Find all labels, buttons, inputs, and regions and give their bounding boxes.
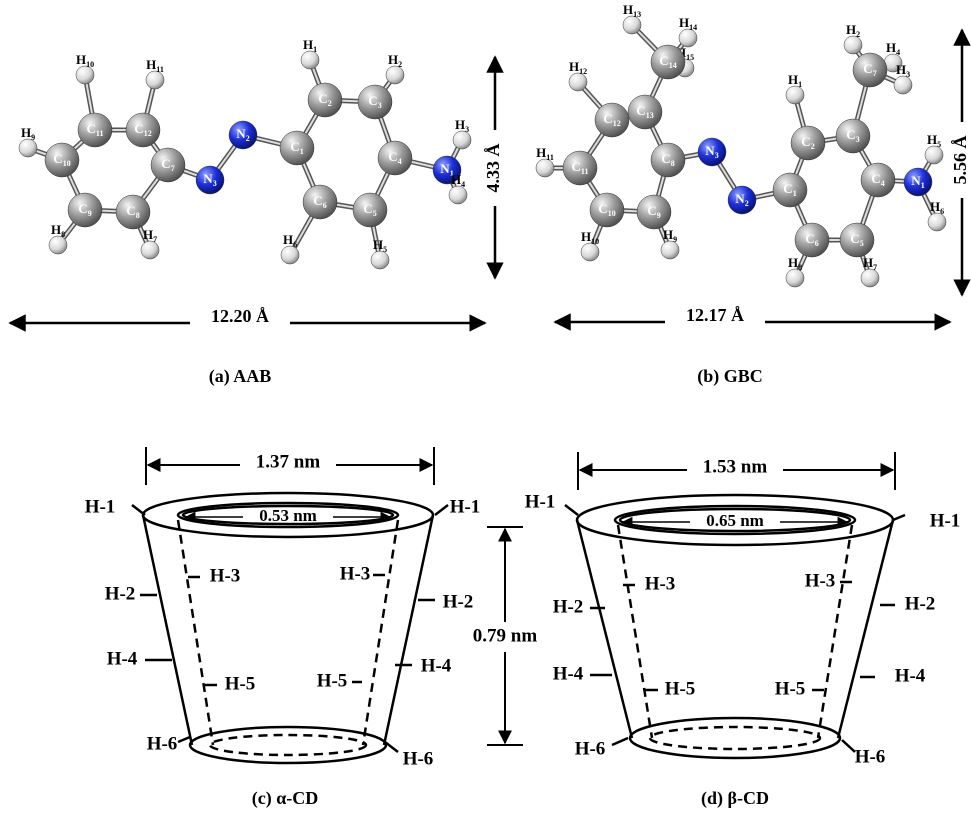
atom-label: H9	[21, 125, 35, 142]
proton-label: H-5	[225, 673, 256, 694]
height-label: 5.56 Å	[950, 136, 970, 185]
proton-label: H-3	[210, 565, 241, 586]
base-outer	[630, 718, 840, 758]
atom-label: H8	[51, 222, 65, 239]
proton-label: H-5	[775, 678, 806, 699]
cone-side	[384, 515, 433, 745]
page: H10H11H1H2C11C12N2C2C3H3H9C10C7C1C4N1N3C…	[0, 0, 971, 818]
proton-label: H-6	[147, 733, 178, 754]
width-label: 12.20 Å	[211, 306, 269, 326]
proton-label: H-2	[443, 591, 474, 612]
proton-label: H-5	[665, 678, 696, 699]
proton-tick	[385, 742, 398, 752]
proton-label: H-2	[905, 593, 936, 614]
proton-label: H-4	[553, 663, 584, 684]
proton-label: H-3	[340, 563, 371, 584]
atom-label: H9	[663, 227, 677, 244]
panel-caption: (c) α-CD	[252, 788, 319, 809]
atom-label: H6	[283, 232, 297, 249]
proton-label: H-1	[450, 496, 481, 517]
atom-label: H11	[146, 57, 164, 74]
proton-label: H-3	[645, 573, 676, 594]
cone-side	[838, 520, 893, 738]
proton-label: H-1	[930, 510, 961, 531]
proton-label: H-4	[421, 655, 452, 676]
atom-label: H7	[863, 255, 877, 272]
base-outer	[190, 727, 386, 763]
proton-tick	[842, 740, 855, 752]
atom-label: H2	[388, 52, 402, 69]
height-label: 0.79 nm	[473, 625, 538, 646]
proton-label: H-6	[575, 738, 606, 759]
inner-width-label: 0.53 nm	[259, 506, 317, 525]
figure: H10H11H1H2C11C12N2C2C3H3H9C10C7C1C4N1N3C…	[0, 0, 971, 818]
proton-label: H-6	[403, 748, 434, 769]
atom-label: H3	[455, 117, 469, 134]
proton-tick	[132, 505, 145, 515]
panel-caption: (b) GBC	[697, 366, 763, 387]
proton-label: H-5	[317, 670, 348, 691]
inner-width-label: 0.65 nm	[706, 511, 764, 530]
proton-label: H-4	[895, 665, 926, 686]
proton-label: H-3	[805, 570, 836, 591]
proton-label: H-6	[855, 746, 886, 767]
atom-label: H4	[886, 40, 900, 57]
proton-tick	[565, 505, 578, 515]
atom-label: H2	[846, 22, 860, 39]
cone-side	[577, 520, 632, 738]
atom-label: H13	[623, 2, 641, 19]
height-label: 4.33 Å	[483, 144, 503, 193]
atom-label: H1	[303, 37, 317, 54]
base-inner	[210, 735, 366, 755]
proton-tick	[612, 738, 628, 745]
proton-label: H-4	[107, 648, 138, 669]
base-inner	[650, 727, 820, 749]
atom-label: H5	[927, 132, 941, 149]
proton-tick	[893, 515, 905, 520]
atom-label: H12	[569, 59, 587, 76]
width-label: 12.17 Å	[686, 305, 744, 325]
panel-caption: (d) β-CD	[701, 788, 769, 809]
atom-label: H4	[451, 172, 465, 189]
atom-label: H8	[788, 255, 802, 272]
proton-tick	[435, 505, 448, 515]
proton-label: H-2	[105, 583, 136, 604]
atom-label: H6	[930, 199, 944, 216]
outer-width-label: 1.53 nm	[703, 456, 768, 477]
panel-caption: (a) AAB	[209, 366, 272, 387]
proton-label: H-1	[525, 491, 556, 512]
proton-label: H-2	[553, 596, 584, 617]
cavity-side	[178, 520, 213, 745]
atom-label: H11	[536, 145, 554, 162]
atom-label: H1	[788, 72, 802, 89]
atom-label: H3	[896, 62, 910, 79]
atom-label: H14	[679, 15, 697, 32]
proton-tick	[178, 737, 190, 742]
proton-label: H-1	[85, 496, 116, 517]
atom-label: H10	[76, 52, 94, 69]
cavity-side	[363, 520, 398, 745]
atom-label: H5	[373, 237, 387, 254]
cone-side	[143, 515, 192, 745]
outer-width-label: 1.37 nm	[256, 451, 321, 472]
atom-label: H7	[143, 227, 157, 244]
